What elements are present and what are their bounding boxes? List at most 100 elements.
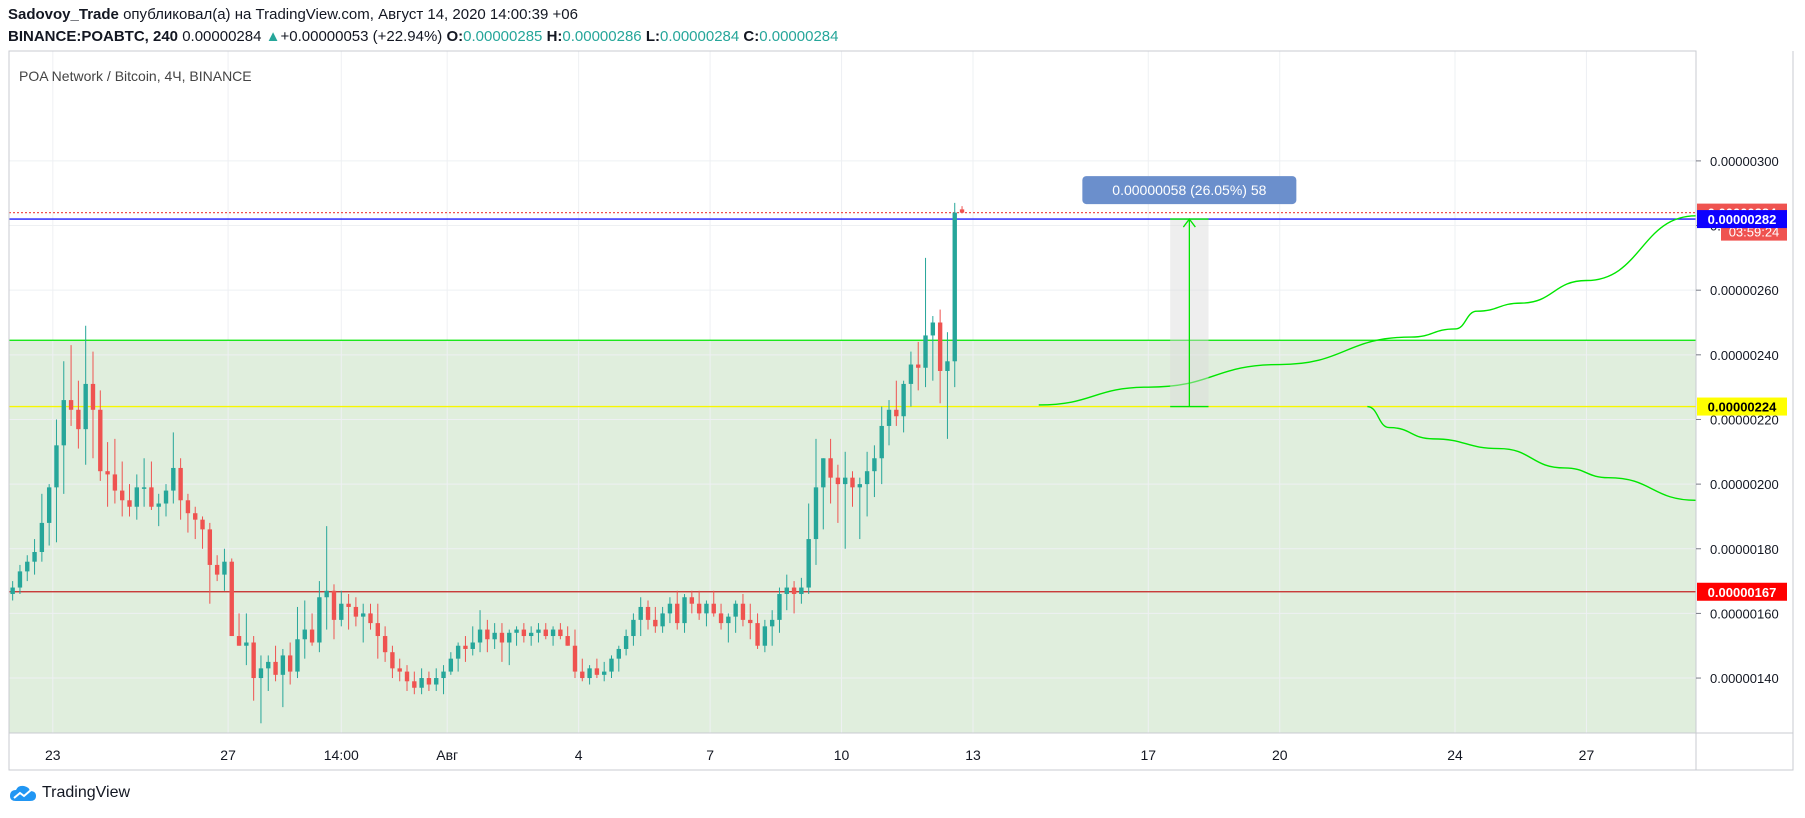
time-axis-layer[interactable]: 23 27 14:00 Авг 4 7 10 13 17 20 24 27 (45, 747, 1594, 763)
candle[interactable] (434, 668, 439, 691)
candle[interactable] (258, 655, 264, 724)
candle[interactable] (317, 581, 322, 653)
candle[interactable] (689, 590, 695, 614)
candle[interactable] (90, 351, 96, 459)
candle[interactable] (470, 626, 475, 656)
candle[interactable] (740, 594, 746, 627)
candle[interactable] (550, 626, 556, 646)
candle[interactable] (463, 636, 468, 662)
candle[interactable] (755, 613, 760, 649)
candle[interactable] (200, 516, 205, 549)
candle[interactable] (499, 623, 505, 662)
candle[interactable] (485, 619, 490, 653)
candle[interactable] (185, 493, 191, 533)
candle[interactable] (193, 506, 198, 540)
candle[interactable] (660, 606, 665, 633)
candle[interactable] (229, 558, 234, 637)
candle[interactable] (251, 636, 256, 701)
candle[interactable] (828, 438, 833, 504)
candle[interactable] (769, 610, 775, 646)
candle[interactable] (638, 597, 643, 637)
candle[interactable] (127, 484, 132, 517)
candle[interactable] (17, 564, 23, 595)
candle[interactable] (390, 645, 395, 679)
candle[interactable] (565, 626, 570, 646)
candle[interactable] (558, 623, 563, 640)
candle[interactable] (309, 613, 315, 646)
candle[interactable] (375, 603, 380, 659)
candle[interactable] (843, 451, 848, 549)
candle[interactable] (864, 451, 870, 517)
candle[interactable] (580, 658, 585, 682)
candle[interactable] (886, 400, 892, 446)
candle[interactable] (214, 555, 220, 582)
candle[interactable] (46, 484, 52, 546)
candle[interactable] (718, 603, 724, 630)
candle[interactable] (353, 597, 359, 627)
candle[interactable] (675, 590, 680, 630)
candle[interactable] (426, 671, 432, 691)
candle[interactable] (616, 645, 621, 672)
candle[interactable] (98, 390, 103, 481)
candle[interactable] (302, 600, 307, 659)
candle[interactable] (901, 380, 906, 433)
candle[interactable] (791, 581, 797, 614)
candle[interactable] (813, 438, 819, 565)
candle[interactable] (361, 603, 366, 643)
candle[interactable] (404, 665, 410, 691)
candle[interactable] (492, 623, 497, 649)
candle[interactable] (412, 671, 417, 695)
candle[interactable] (39, 493, 45, 562)
candle[interactable] (244, 613, 249, 666)
candle[interactable] (667, 597, 673, 624)
candle[interactable] (61, 361, 66, 494)
candle[interactable] (448, 652, 454, 675)
candle[interactable] (594, 658, 600, 679)
candle[interactable] (331, 584, 337, 640)
candle[interactable] (156, 493, 161, 527)
candle[interactable] (711, 590, 716, 617)
candle[interactable] (696, 590, 702, 620)
candle[interactable] (382, 626, 388, 662)
candle[interactable] (295, 606, 300, 679)
author-name[interactable]: Sadovoy_Trade (8, 6, 119, 23)
candle[interactable] (945, 332, 950, 439)
candle[interactable] (908, 351, 914, 407)
candle[interactable] (835, 464, 841, 523)
candle[interactable] (733, 600, 738, 633)
candle[interactable] (959, 206, 965, 213)
candle[interactable] (236, 613, 242, 646)
candle[interactable] (397, 658, 402, 682)
price-axis-layer[interactable]: 0.000003000.000002800.000002600.00000240… (1696, 154, 1787, 686)
candle[interactable] (83, 325, 88, 465)
candle[interactable] (857, 477, 862, 540)
candle[interactable] (441, 665, 446, 695)
candle[interactable] (54, 419, 59, 543)
candle[interactable] (68, 345, 74, 426)
candle[interactable] (222, 548, 227, 591)
candles-layer[interactable] (10, 202, 965, 724)
candle[interactable] (134, 474, 139, 520)
candle[interactable] (528, 626, 534, 646)
candle[interactable] (266, 655, 271, 691)
candle[interactable] (894, 380, 899, 426)
candle[interactable] (163, 484, 169, 517)
tradingview-brand[interactable]: TradingView (8, 783, 130, 803)
candle[interactable] (645, 600, 651, 630)
candle[interactable] (916, 341, 921, 391)
candle[interactable] (346, 594, 351, 630)
candle[interactable] (507, 629, 512, 666)
candle[interactable] (602, 661, 607, 682)
candle[interactable] (368, 603, 373, 630)
candle[interactable] (587, 665, 592, 685)
candle[interactable] (514, 626, 519, 646)
candle[interactable] (784, 574, 789, 611)
candle[interactable] (799, 577, 804, 604)
candle[interactable] (419, 668, 424, 695)
candle[interactable] (521, 623, 527, 643)
candle[interactable] (879, 406, 884, 485)
candle[interactable] (704, 600, 709, 627)
candle[interactable] (872, 445, 877, 498)
measure-tool-layer[interactable]: 0.00000058 (26.05%) 58 (1082, 176, 1297, 408)
